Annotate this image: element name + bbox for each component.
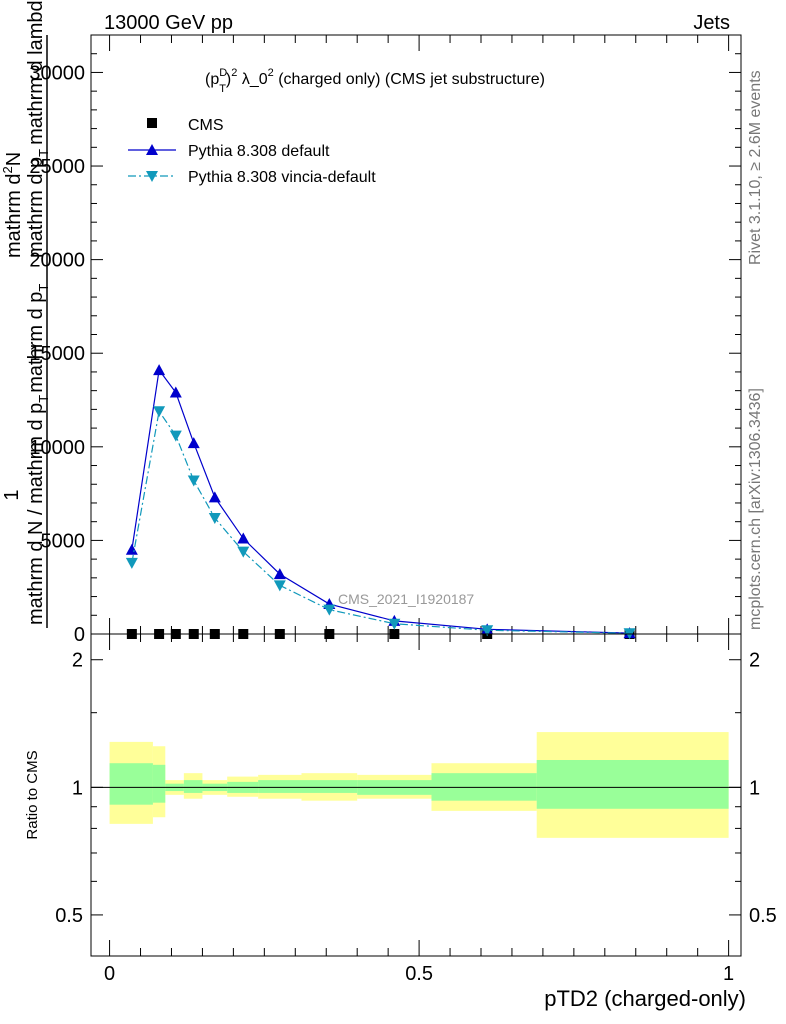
pythia-default-point <box>208 491 221 503</box>
ratio-x-tick-label: 0 <box>104 963 115 985</box>
ratio-y-ticks: 0.5 0.5 1 1 2 2 <box>55 650 777 927</box>
legend-item-cms: CMS <box>147 117 224 134</box>
ratio-x-tick-label: 1 <box>723 963 734 985</box>
main-x-ticks <box>109 35 730 634</box>
ylabel-one: 1 <box>1 489 23 500</box>
ratio-band-inner <box>109 763 153 805</box>
ratio-y-tick-label: 0.5 <box>55 905 83 927</box>
pythia-default-point <box>237 532 250 544</box>
legend-marker-triangle-up <box>146 144 158 155</box>
legend: CMS Pythia 8.308 default Pythia 8.308 vi… <box>128 117 376 186</box>
ratio-y-tick-label-right: 1 <box>749 777 760 799</box>
ratio-band-inner <box>258 780 302 793</box>
pythia-default-point <box>125 543 138 555</box>
ratio-x-ticks: 0 0.5 1 <box>104 634 734 985</box>
side-label-bottom: mcplots.cern.ch [arXiv:1306.3436] <box>747 388 764 630</box>
pythia-vincia-point <box>273 580 286 592</box>
main-y-tick-label: 0 <box>74 624 85 646</box>
pythia-vincia-point <box>153 406 166 418</box>
legend-item-pythia-vincia: Pythia 8.308 vincia-default <box>128 169 376 186</box>
main-y-label: 1 mathrm d N / mathrm d pTmathrm d pT ma… <box>0 0 51 628</box>
ratio-band-inner <box>536 760 729 809</box>
main-y-tick-label: 25000 <box>29 156 85 178</box>
legend-label-pythia-default: Pythia 8.308 default <box>188 143 330 160</box>
ratio-frame <box>90 633 742 957</box>
legend-label-pythia-vincia: Pythia 8.308 vincia-default <box>188 169 376 186</box>
side-label-top: Rivet 3.1.10, ≥ 2.6M events <box>747 70 764 265</box>
ratio-y-tick-label-right: 0.5 <box>749 905 777 927</box>
legend-item-pythia-default: Pythia 8.308 default <box>128 143 330 160</box>
main-y-tick-label: 5000 <box>41 530 86 552</box>
legend-label-cms: CMS <box>188 117 224 134</box>
ratio-bands <box>109 732 729 838</box>
ratio-band-inner <box>152 764 166 803</box>
main-title: (pD T)2 λ_02 (charged only) (CMS jet subs… <box>205 67 545 95</box>
ratio-y-tick-label: 1 <box>72 777 83 799</box>
pythia-default-point <box>273 568 286 580</box>
header-left: 13000 GeV pp <box>104 12 233 34</box>
pythia-vincia-point <box>169 430 182 442</box>
pythia-vincia-point <box>237 546 250 558</box>
ratio-x-tick-label: 0.5 <box>405 963 433 985</box>
ratio-y-label: Ratio to CMS <box>24 750 41 839</box>
ratio-band-inner <box>301 780 358 793</box>
main-y-tick-label: 20000 <box>29 250 85 272</box>
pythia-vincia-point <box>187 475 200 487</box>
ratio-band-inner <box>183 780 203 793</box>
main-y-tick-label: 10000 <box>29 437 85 459</box>
pythia-vincia-point <box>388 618 401 630</box>
pythia-default-point <box>187 437 200 449</box>
main-y-ticks: 0 5000 10000 15000 20000 25000 30000 <box>29 53 741 646</box>
main-y-tick-label: 15000 <box>29 343 85 365</box>
main-y-tick-label: 30000 <box>29 62 85 84</box>
pythia-vincia-point <box>323 604 336 616</box>
pythia-default-point <box>153 364 166 376</box>
ylabel-numerator: mathrm d2N <box>0 152 25 258</box>
analysis-watermark: CMS_2021_I1920187 <box>338 591 474 607</box>
legend-marker-triangle-down <box>146 171 158 182</box>
header-right: Jets <box>693 12 730 34</box>
pythia-vincia-point <box>125 557 138 569</box>
legend-marker-square <box>147 118 157 128</box>
x-axis-label: pTD2 (charged-only) <box>544 986 746 1011</box>
pythia-vincia-point <box>481 625 494 637</box>
ratio-y-tick-label-right: 2 <box>749 650 760 672</box>
main-panel: 0 5000 10000 15000 20000 25000 30000 (pD T)2 λ_… <box>0 0 742 646</box>
pythia-vincia-point <box>208 512 221 524</box>
ratio-y-tick-label: 2 <box>72 650 83 672</box>
ylabel-denominator: mathrm d N / mathrm d pTmathrm d pT <box>25 284 51 625</box>
ylabel-numerator-2: mathrm d pTmathrm d lambda <box>25 0 51 258</box>
ratio-panel: 0.5 0.51 12 2 0 0.5 1 Ratio to CMS pTD2 (char… <box>24 633 777 1011</box>
pythia-default-point <box>169 386 182 398</box>
